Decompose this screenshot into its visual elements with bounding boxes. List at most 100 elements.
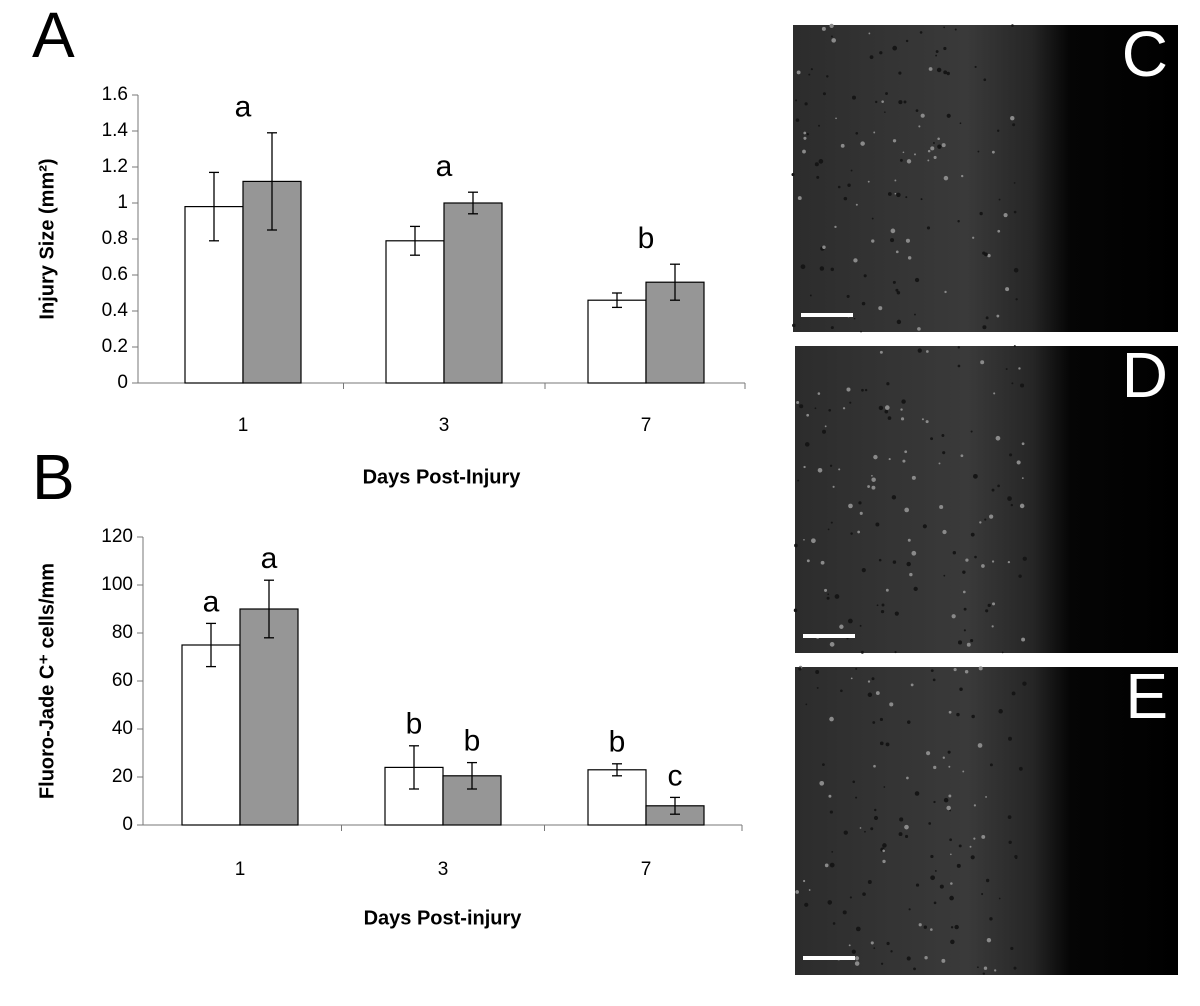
texture-speck xyxy=(920,198,923,201)
x-tick-label: 1 xyxy=(235,859,246,880)
texture-speck xyxy=(957,220,960,223)
texture-speck xyxy=(819,780,825,786)
texture-speck xyxy=(930,437,934,441)
texture-speck xyxy=(822,763,825,767)
texture-speck xyxy=(979,211,983,216)
y-tick-label: 80 xyxy=(112,622,133,643)
texture-speck xyxy=(872,721,876,724)
error-bar xyxy=(612,763,622,777)
texture-speck xyxy=(935,54,938,57)
error-bar xyxy=(410,225,420,256)
y-tick-label: 60 xyxy=(112,670,133,691)
texture-speck xyxy=(894,611,899,616)
texture-speck xyxy=(796,70,801,75)
texture-speck xyxy=(899,817,904,822)
texture-speck xyxy=(827,593,830,596)
texture-speck xyxy=(984,518,987,521)
texture-speck xyxy=(909,572,913,577)
texture-speck xyxy=(943,46,947,51)
texture-speck xyxy=(1001,651,1004,654)
texture-speck xyxy=(1007,815,1012,819)
y-tick-label: 0.4 xyxy=(102,300,129,321)
texture-speck xyxy=(903,100,907,104)
texture-speck xyxy=(898,832,903,837)
texture-speck xyxy=(948,710,952,714)
y-tick-label: 1 xyxy=(117,192,128,213)
significance-label: c xyxy=(668,759,683,792)
texture-speck xyxy=(985,316,989,320)
texture-speck xyxy=(984,252,988,257)
texture-speck xyxy=(853,317,856,320)
texture-speck xyxy=(816,175,820,179)
error-bar xyxy=(409,745,419,790)
texture-speck xyxy=(963,629,966,632)
significance-label: a xyxy=(261,542,278,575)
texture-speck xyxy=(838,468,841,471)
texture-speck xyxy=(892,45,898,51)
texture-speck xyxy=(881,100,884,103)
texture-speck xyxy=(879,51,883,55)
texture-speck xyxy=(921,418,924,421)
texture-speck xyxy=(831,38,837,43)
panel-label: A xyxy=(32,0,75,71)
texture-speck xyxy=(862,892,866,896)
micrograph: C xyxy=(791,18,1178,333)
texture-speck xyxy=(932,678,936,682)
texture-speck xyxy=(949,838,952,842)
texture-speck xyxy=(998,198,1001,201)
texture-speck xyxy=(959,687,963,691)
texture-speck xyxy=(815,670,820,674)
texture-speck xyxy=(970,855,975,860)
texture-speck xyxy=(821,26,826,31)
texture-speck xyxy=(1021,477,1024,480)
texture-speck xyxy=(890,950,893,953)
x-tick-label: 1 xyxy=(238,415,249,436)
texture-speck xyxy=(946,71,950,76)
significance-label: b xyxy=(638,222,655,255)
texture-speck xyxy=(933,765,937,770)
texture-speck xyxy=(882,859,886,864)
texture-speck xyxy=(817,467,823,473)
texture-speck xyxy=(1009,453,1013,457)
texture-speck xyxy=(970,639,974,643)
texture-speck xyxy=(933,901,937,905)
texture-speck xyxy=(848,944,851,947)
texture-speck xyxy=(954,924,959,930)
x-axis-title: Days Post-injury xyxy=(364,907,523,929)
significance-label: b xyxy=(406,708,423,741)
texture-speck xyxy=(881,603,885,607)
texture-speck xyxy=(980,360,985,365)
texture-speck xyxy=(902,459,906,463)
texture-speck xyxy=(875,100,878,104)
error-bar xyxy=(670,796,680,815)
texture-speck xyxy=(930,928,933,931)
texture-speck xyxy=(962,770,965,773)
texture-speck xyxy=(861,301,866,306)
texture-speck xyxy=(933,142,935,144)
panel-label: E xyxy=(1125,660,1168,732)
texture-speck xyxy=(969,845,972,848)
texture-speck xyxy=(870,827,874,831)
y-tick-label: 0 xyxy=(122,814,133,835)
texture-speck xyxy=(869,55,874,60)
texture-speck xyxy=(860,141,865,146)
texture-speck xyxy=(925,350,929,353)
texture-speck xyxy=(1013,210,1017,214)
texture-speck xyxy=(799,404,804,409)
texture-speck xyxy=(933,800,936,804)
texture-speck xyxy=(1022,556,1027,561)
texture-speck xyxy=(832,485,835,488)
texture-speck xyxy=(827,900,833,905)
texture-speck xyxy=(922,524,927,529)
texture-speck xyxy=(855,796,858,799)
texture-speck xyxy=(894,650,897,654)
texture-speck xyxy=(858,501,862,505)
texture-speck xyxy=(915,109,919,113)
texture-speck xyxy=(979,521,982,524)
texture-speck xyxy=(1018,367,1021,370)
texture-speck xyxy=(904,507,910,513)
texture-speck xyxy=(915,883,920,887)
texture-speck xyxy=(962,570,966,574)
texture-speck xyxy=(849,896,852,899)
error-bar xyxy=(468,191,478,215)
